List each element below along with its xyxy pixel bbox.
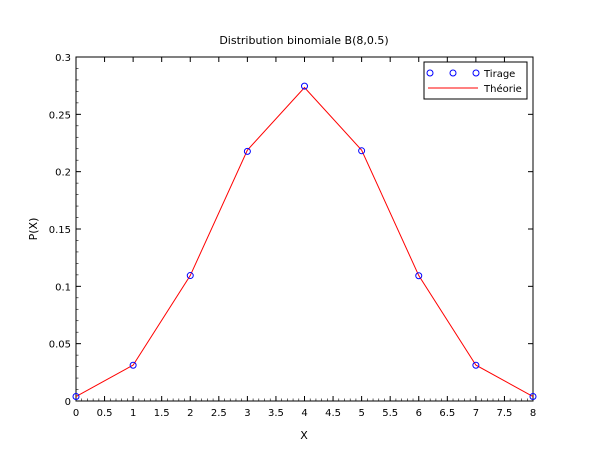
legend: Tirage Théorie bbox=[423, 61, 528, 100]
x-tick-label: 6.5 bbox=[439, 408, 455, 419]
x-tick-label: 3.5 bbox=[268, 408, 284, 419]
y-tick-label: 0 bbox=[65, 397, 71, 408]
x-tick-label: 4.5 bbox=[325, 408, 341, 419]
y-tick-label: 0.15 bbox=[49, 225, 71, 236]
data-point-tirage bbox=[186, 272, 194, 280]
y-tick-label: 0.1 bbox=[55, 282, 71, 293]
y-tick-label: 0.25 bbox=[49, 110, 71, 121]
plot-area bbox=[75, 56, 534, 402]
legend-label-tirage: Tirage bbox=[483, 69, 515, 80]
data-point-tirage bbox=[243, 147, 251, 155]
legend-marker-tirage bbox=[426, 69, 434, 77]
y-tick-label: 0.2 bbox=[55, 168, 71, 179]
legend-marker-tirage bbox=[472, 69, 480, 77]
x-tick-label: 1 bbox=[130, 408, 136, 419]
y-axis-ticks: 0 0.05 0.1 0.15 0.2 0.25 0.3 bbox=[49, 53, 533, 408]
legend-marker-tirage bbox=[449, 69, 457, 77]
x-axis-label: X bbox=[300, 429, 308, 442]
data-point-tirage bbox=[129, 361, 137, 369]
data-point-tirage bbox=[472, 361, 480, 369]
x-axis-ticks: 0 0.5 1 1.5 2 2.5 3 3.5 4 4.5 5 5.5 6 6.5 7 7.5 8 bbox=[73, 57, 536, 419]
data-point-tirage bbox=[358, 147, 366, 155]
x-tick-label: 6 bbox=[416, 408, 422, 419]
legend-label-theorie: Théorie bbox=[483, 83, 522, 95]
x-tick-label: 0 bbox=[73, 408, 79, 419]
series-points-tirage bbox=[72, 82, 537, 401]
data-point-tirage bbox=[529, 393, 537, 401]
x-tick-label: 5.5 bbox=[382, 408, 398, 419]
data-point-tirage bbox=[415, 272, 423, 280]
legend-box bbox=[423, 61, 528, 100]
x-tick-label: 7.5 bbox=[496, 408, 512, 419]
data-point-tirage bbox=[301, 82, 308, 90]
y-axis-label: P(X) bbox=[27, 218, 40, 241]
data-point-tirage bbox=[72, 393, 80, 401]
y-tick-label: 0.3 bbox=[55, 53, 71, 64]
x-tick-label: 2.5 bbox=[211, 408, 227, 419]
series-line-theorie bbox=[75, 86, 534, 397]
x-tick-label: 0.5 bbox=[97, 408, 113, 419]
x-tick-label: 1.5 bbox=[154, 408, 170, 419]
y-tick-label: 0.05 bbox=[49, 340, 71, 351]
x-tick-label: 3 bbox=[244, 408, 250, 419]
x-tick-label: 7 bbox=[473, 408, 479, 419]
x-tick-label: 4 bbox=[301, 408, 307, 419]
x-tick-label: 8 bbox=[530, 408, 536, 419]
x-tick-label: 2 bbox=[187, 408, 193, 419]
chart-title: Distribution binomiale B(8,0.5) bbox=[219, 34, 388, 47]
x-tick-label: 5 bbox=[358, 408, 364, 419]
